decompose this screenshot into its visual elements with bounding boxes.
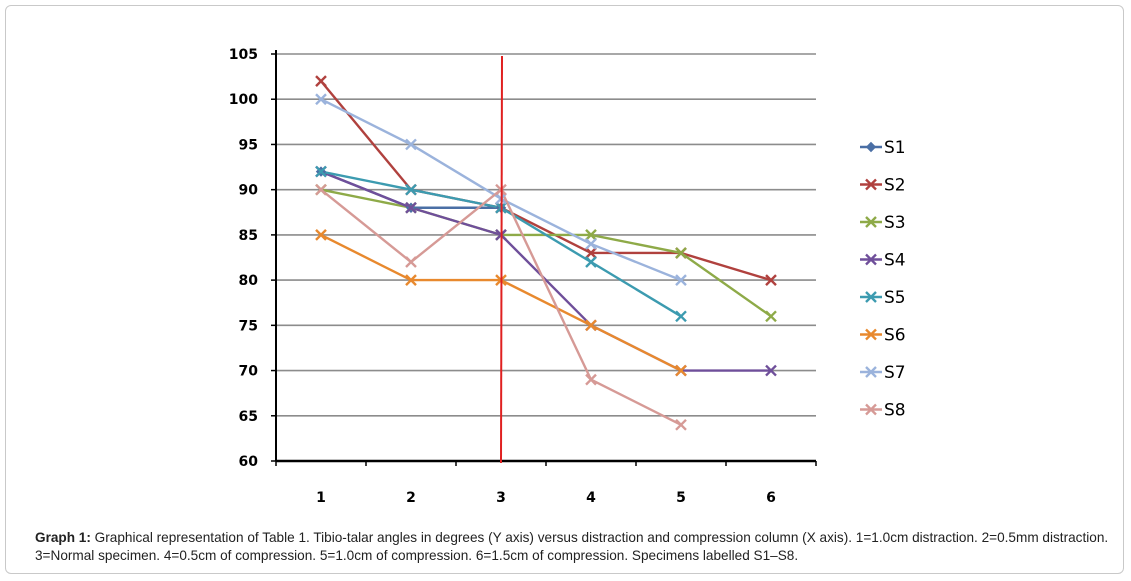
series-line-s4 (320, 170, 771, 372)
x-tick-label-2: 2 (406, 490, 416, 506)
x-tick-label-4: 4 (586, 490, 596, 506)
caption-text: Graphical representation of Table 1. Tib… (35, 530, 1109, 563)
legend-label-s4: S4 (884, 251, 906, 271)
point-s5-x4 (585, 256, 597, 268)
vertical-marker (500, 55, 503, 464)
point-s2-x4 (585, 247, 597, 259)
legend-marker-s3 (865, 216, 877, 228)
y-tick-label-95: 95 (239, 137, 258, 153)
point-s5-x2 (405, 183, 417, 196)
point-s7-x4 (585, 238, 597, 250)
y-tick-label-100: 100 (229, 92, 258, 108)
legend-label-s7: S7 (884, 363, 906, 383)
x-tick-label-3: 3 (496, 490, 506, 506)
x-tick-label-5: 5 (676, 490, 686, 506)
point-s6-x5 (675, 364, 687, 377)
legend-item-s8: S8 (860, 401, 906, 421)
x-tick-label-6: 6 (766, 490, 776, 506)
legend-label-s1: S1 (884, 138, 906, 158)
legend-item-s4: S4 (860, 251, 906, 271)
point-s4-x6 (765, 364, 777, 377)
point-s6-x2 (405, 274, 417, 286)
y-tick-label-80: 80 (239, 273, 259, 289)
point-s8-x4 (585, 373, 597, 386)
point-s7-x2 (405, 138, 417, 151)
point-s8-x2 (405, 256, 417, 268)
caption-label: Graph 1: (35, 530, 91, 545)
legend-marker-s4 (865, 253, 877, 266)
point-s4-x2 (405, 201, 417, 214)
gridlines (276, 53, 816, 417)
point-s6-x1 (315, 229, 327, 241)
y-tick-label-65: 65 (239, 409, 258, 425)
legend-item-s5: S5 (860, 288, 906, 308)
legend-marker-s6 (865, 328, 877, 341)
y-tick-label-85: 85 (239, 228, 258, 244)
point-s5-x1 (315, 165, 327, 178)
legend-label-s2: S2 (884, 176, 906, 196)
point-s2-x1 (315, 75, 327, 87)
legend: S1 S2 S3 S4 S5 S6 S7 S8 (860, 138, 906, 421)
legend-marker-s1 (865, 141, 877, 153)
y-tick-label-70: 70 (239, 364, 259, 380)
legend-label-s8: S8 (884, 401, 906, 421)
y-tick-label-75: 75 (239, 318, 258, 334)
line-chart: 60 65 70 75 80 85 90 95 100 105 1 2 3 4 5 6 S1 S2 S3 S4 S5… (229, 47, 906, 506)
point-s7-x5 (675, 274, 687, 286)
figure-caption: Graph 1: Graphical representation of Tab… (35, 529, 1115, 565)
y-tick-label-60: 60 (239, 454, 259, 470)
normal-specimen-marker-line (500, 55, 503, 464)
legend-marker-s7 (865, 366, 877, 378)
legend-item-s3: S3 (860, 213, 906, 233)
series-line-s2 (320, 80, 772, 282)
point-s3-x6 (765, 310, 777, 323)
legend-item-s1: S1 (860, 138, 906, 158)
legend-item-s7: S7 (860, 363, 906, 383)
y-tick-label-90: 90 (239, 183, 259, 199)
legend-label-s3: S3 (884, 213, 906, 233)
y-tick-label-105: 105 (229, 47, 258, 63)
point-s2-x6 (765, 274, 777, 286)
point-s6-x4 (585, 319, 597, 332)
legend-item-s2: S2 (860, 176, 906, 196)
legend-item-s6: S6 (860, 326, 906, 346)
legend-label-s6: S6 (884, 326, 906, 346)
x-tick-label-1: 1 (316, 490, 326, 506)
legend-label-s5: S5 (884, 288, 906, 308)
legend-marker-s8 (865, 403, 877, 416)
legend-marker-s5 (865, 291, 877, 303)
point-s3-x4 (585, 229, 597, 241)
x-tick-labels: 1 2 3 4 5 6 (316, 490, 776, 506)
point-s7-x1 (315, 93, 327, 106)
y-tick-labels: 60 65 70 75 80 85 90 95 100 105 (229, 47, 258, 470)
point-s5-x5 (675, 310, 687, 323)
point-s3-x5 (675, 247, 687, 259)
axes (271, 50, 817, 466)
point-s8-x5 (675, 418, 687, 431)
point-s8-x1 (315, 183, 327, 196)
legend-marker-s2 (865, 178, 877, 191)
series-line-s3 (320, 188, 772, 318)
series-lines (315, 75, 777, 431)
